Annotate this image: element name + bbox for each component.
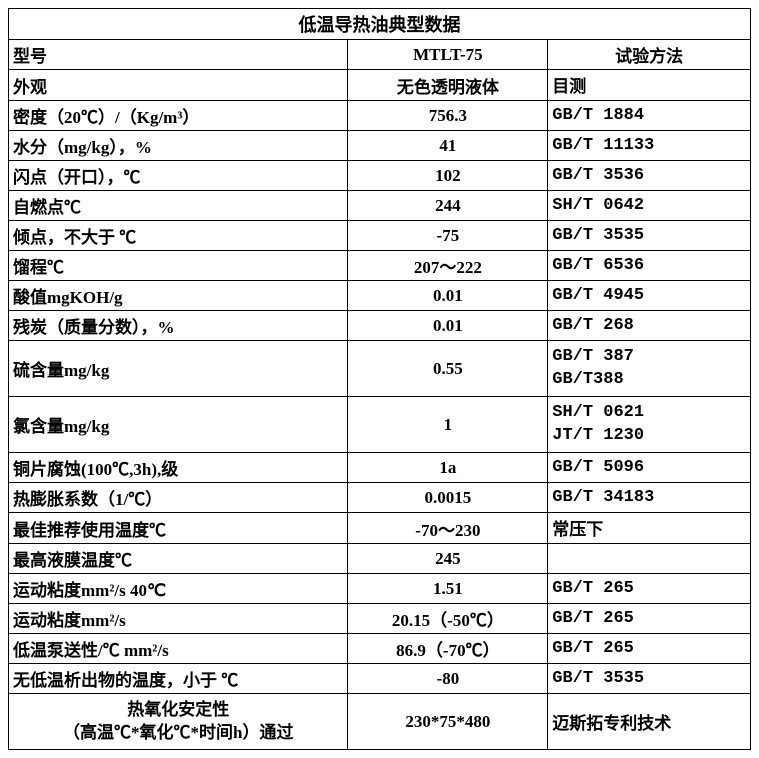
table-row: 最佳推荐使用温度℃-70～230常压下 xyxy=(9,513,751,544)
method-cell: GB/T 265 xyxy=(548,574,751,604)
value-cell: 244 xyxy=(348,191,548,221)
table-row: 硫含量mg/kg0.55GB/T 387GB/T388 xyxy=(9,341,751,397)
table-row: 无低温析出物的温度，小于 ℃-80GB/T 3535 xyxy=(9,664,751,694)
property-cell: 倾点，不大于 ℃ xyxy=(9,221,348,251)
property-cell: 硫含量mg/kg xyxy=(9,341,348,397)
method-cell: GB/T 3535 xyxy=(548,221,751,251)
value-cell: 41 xyxy=(348,131,548,161)
method-cell: GB/T 3536 xyxy=(548,161,751,191)
method-cell: 迈斯拓专利技术 xyxy=(548,694,751,750)
data-table: 低温导热油典型数据 型号 MTLT-75 试验方法 外观无色透明液体目测密度（2… xyxy=(8,8,751,750)
method-cell: GB/T 265 xyxy=(548,634,751,664)
table-row: 酸值mgKOH/g0.01GB/T 4945 xyxy=(9,281,751,311)
header-property: 型号 xyxy=(9,40,348,70)
value-cell: 无色透明液体 xyxy=(348,70,548,101)
header-value: MTLT-75 xyxy=(348,40,548,70)
value-cell: 1a xyxy=(348,453,548,483)
property-cell: 无低温析出物的温度，小于 ℃ xyxy=(9,664,348,694)
value-cell: 245 xyxy=(348,544,548,574)
value-cell: 0.0015 xyxy=(348,483,548,513)
table-row: 低温泵送性/℃ mm²/s86.9（-70℃）GB/T 265 xyxy=(9,634,751,664)
value-cell: -80 xyxy=(348,664,548,694)
value-cell: 0.55 xyxy=(348,341,548,397)
value-cell: 207～222 xyxy=(348,251,548,281)
table-row: 馏程℃207～222GB/T 6536 xyxy=(9,251,751,281)
property-cell: 最佳推荐使用温度℃ xyxy=(9,513,348,544)
property-cell: 水分（mg/kg），% xyxy=(9,131,348,161)
method-cell: GB/T 4945 xyxy=(548,281,751,311)
method-cell: 目测 xyxy=(548,70,751,101)
property-cell: 热氧化安定性（高温℃*氧化℃*时间h）通过 xyxy=(9,694,348,750)
method-cell xyxy=(548,544,751,574)
property-cell: 自燃点℃ xyxy=(9,191,348,221)
value-cell: 20.15（-50℃） xyxy=(348,604,548,634)
table-row: 水分（mg/kg），%41GB/T 11133 xyxy=(9,131,751,161)
value-cell: 0.01 xyxy=(348,281,548,311)
value-cell: 102 xyxy=(348,161,548,191)
property-cell: 闪点（开口），℃ xyxy=(9,161,348,191)
method-cell: GB/T 6536 xyxy=(548,251,751,281)
table-row: 运动粘度mm²/s 40℃1.51GB/T 265 xyxy=(9,574,751,604)
property-cell: 运动粘度mm²/s xyxy=(9,604,348,634)
property-cell: 铜片腐蚀(100℃,3h),级 xyxy=(9,453,348,483)
table-row: 外观无色透明液体目测 xyxy=(9,70,751,101)
table-body: 低温导热油典型数据 型号 MTLT-75 试验方法 外观无色透明液体目测密度（2… xyxy=(9,9,751,750)
property-cell: 密度（20℃）/（Kg/m³） xyxy=(9,101,348,131)
header-row: 型号 MTLT-75 试验方法 xyxy=(9,40,751,70)
method-cell: GB/T 1884 xyxy=(548,101,751,131)
table-row: 氯含量mg/kg1SH/T 0621JT/T 1230 xyxy=(9,397,751,453)
table-row: 热膨胀系数（1/℃）0.0015GB/T 34183 xyxy=(9,483,751,513)
method-cell: GB/T 387GB/T388 xyxy=(548,341,751,397)
table-row: 最高液膜温度℃245 xyxy=(9,544,751,574)
method-cell: GB/T 265 xyxy=(548,604,751,634)
property-cell: 最高液膜温度℃ xyxy=(9,544,348,574)
property-cell: 热膨胀系数（1/℃） xyxy=(9,483,348,513)
method-cell: GB/T 11133 xyxy=(548,131,751,161)
table-title: 低温导热油典型数据 xyxy=(9,9,751,40)
table-row: 倾点，不大于 ℃-75GB/T 3535 xyxy=(9,221,751,251)
property-cell: 外观 xyxy=(9,70,348,101)
table-row: 运动粘度mm²/s20.15（-50℃）GB/T 265 xyxy=(9,604,751,634)
table-row: 闪点（开口），℃102GB/T 3536 xyxy=(9,161,751,191)
value-cell: -75 xyxy=(348,221,548,251)
value-cell: -70～230 xyxy=(348,513,548,544)
value-cell: 230*75*480 xyxy=(348,694,548,750)
header-method: 试验方法 xyxy=(548,40,751,70)
value-cell: 0.01 xyxy=(348,311,548,341)
value-cell: 1 xyxy=(348,397,548,453)
table-row: 残炭（质量分数），%0.01GB/T 268 xyxy=(9,311,751,341)
value-cell: 86.9（-70℃） xyxy=(348,634,548,664)
property-cell: 酸值mgKOH/g xyxy=(9,281,348,311)
property-cell: 残炭（质量分数），% xyxy=(9,311,348,341)
method-cell: SH/T 0642 xyxy=(548,191,751,221)
method-cell: GB/T 3535 xyxy=(548,664,751,694)
table-row: 铜片腐蚀(100℃,3h),级1aGB/T 5096 xyxy=(9,453,751,483)
table-row: 热氧化安定性（高温℃*氧化℃*时间h）通过230*75*480迈斯拓专利技术 xyxy=(9,694,751,750)
property-cell: 氯含量mg/kg xyxy=(9,397,348,453)
table-row: 自燃点℃244SH/T 0642 xyxy=(9,191,751,221)
method-cell: 常压下 xyxy=(548,513,751,544)
method-cell: GB/T 34183 xyxy=(548,483,751,513)
value-cell: 1.51 xyxy=(348,574,548,604)
property-cell: 运动粘度mm²/s 40℃ xyxy=(9,574,348,604)
method-cell: GB/T 268 xyxy=(548,311,751,341)
table-row: 密度（20℃）/（Kg/m³）756.3GB/T 1884 xyxy=(9,101,751,131)
method-cell: GB/T 5096 xyxy=(548,453,751,483)
title-row: 低温导热油典型数据 xyxy=(9,9,751,40)
method-cell: SH/T 0621JT/T 1230 xyxy=(548,397,751,453)
property-cell: 馏程℃ xyxy=(9,251,348,281)
value-cell: 756.3 xyxy=(348,101,548,131)
property-cell: 低温泵送性/℃ mm²/s xyxy=(9,634,348,664)
